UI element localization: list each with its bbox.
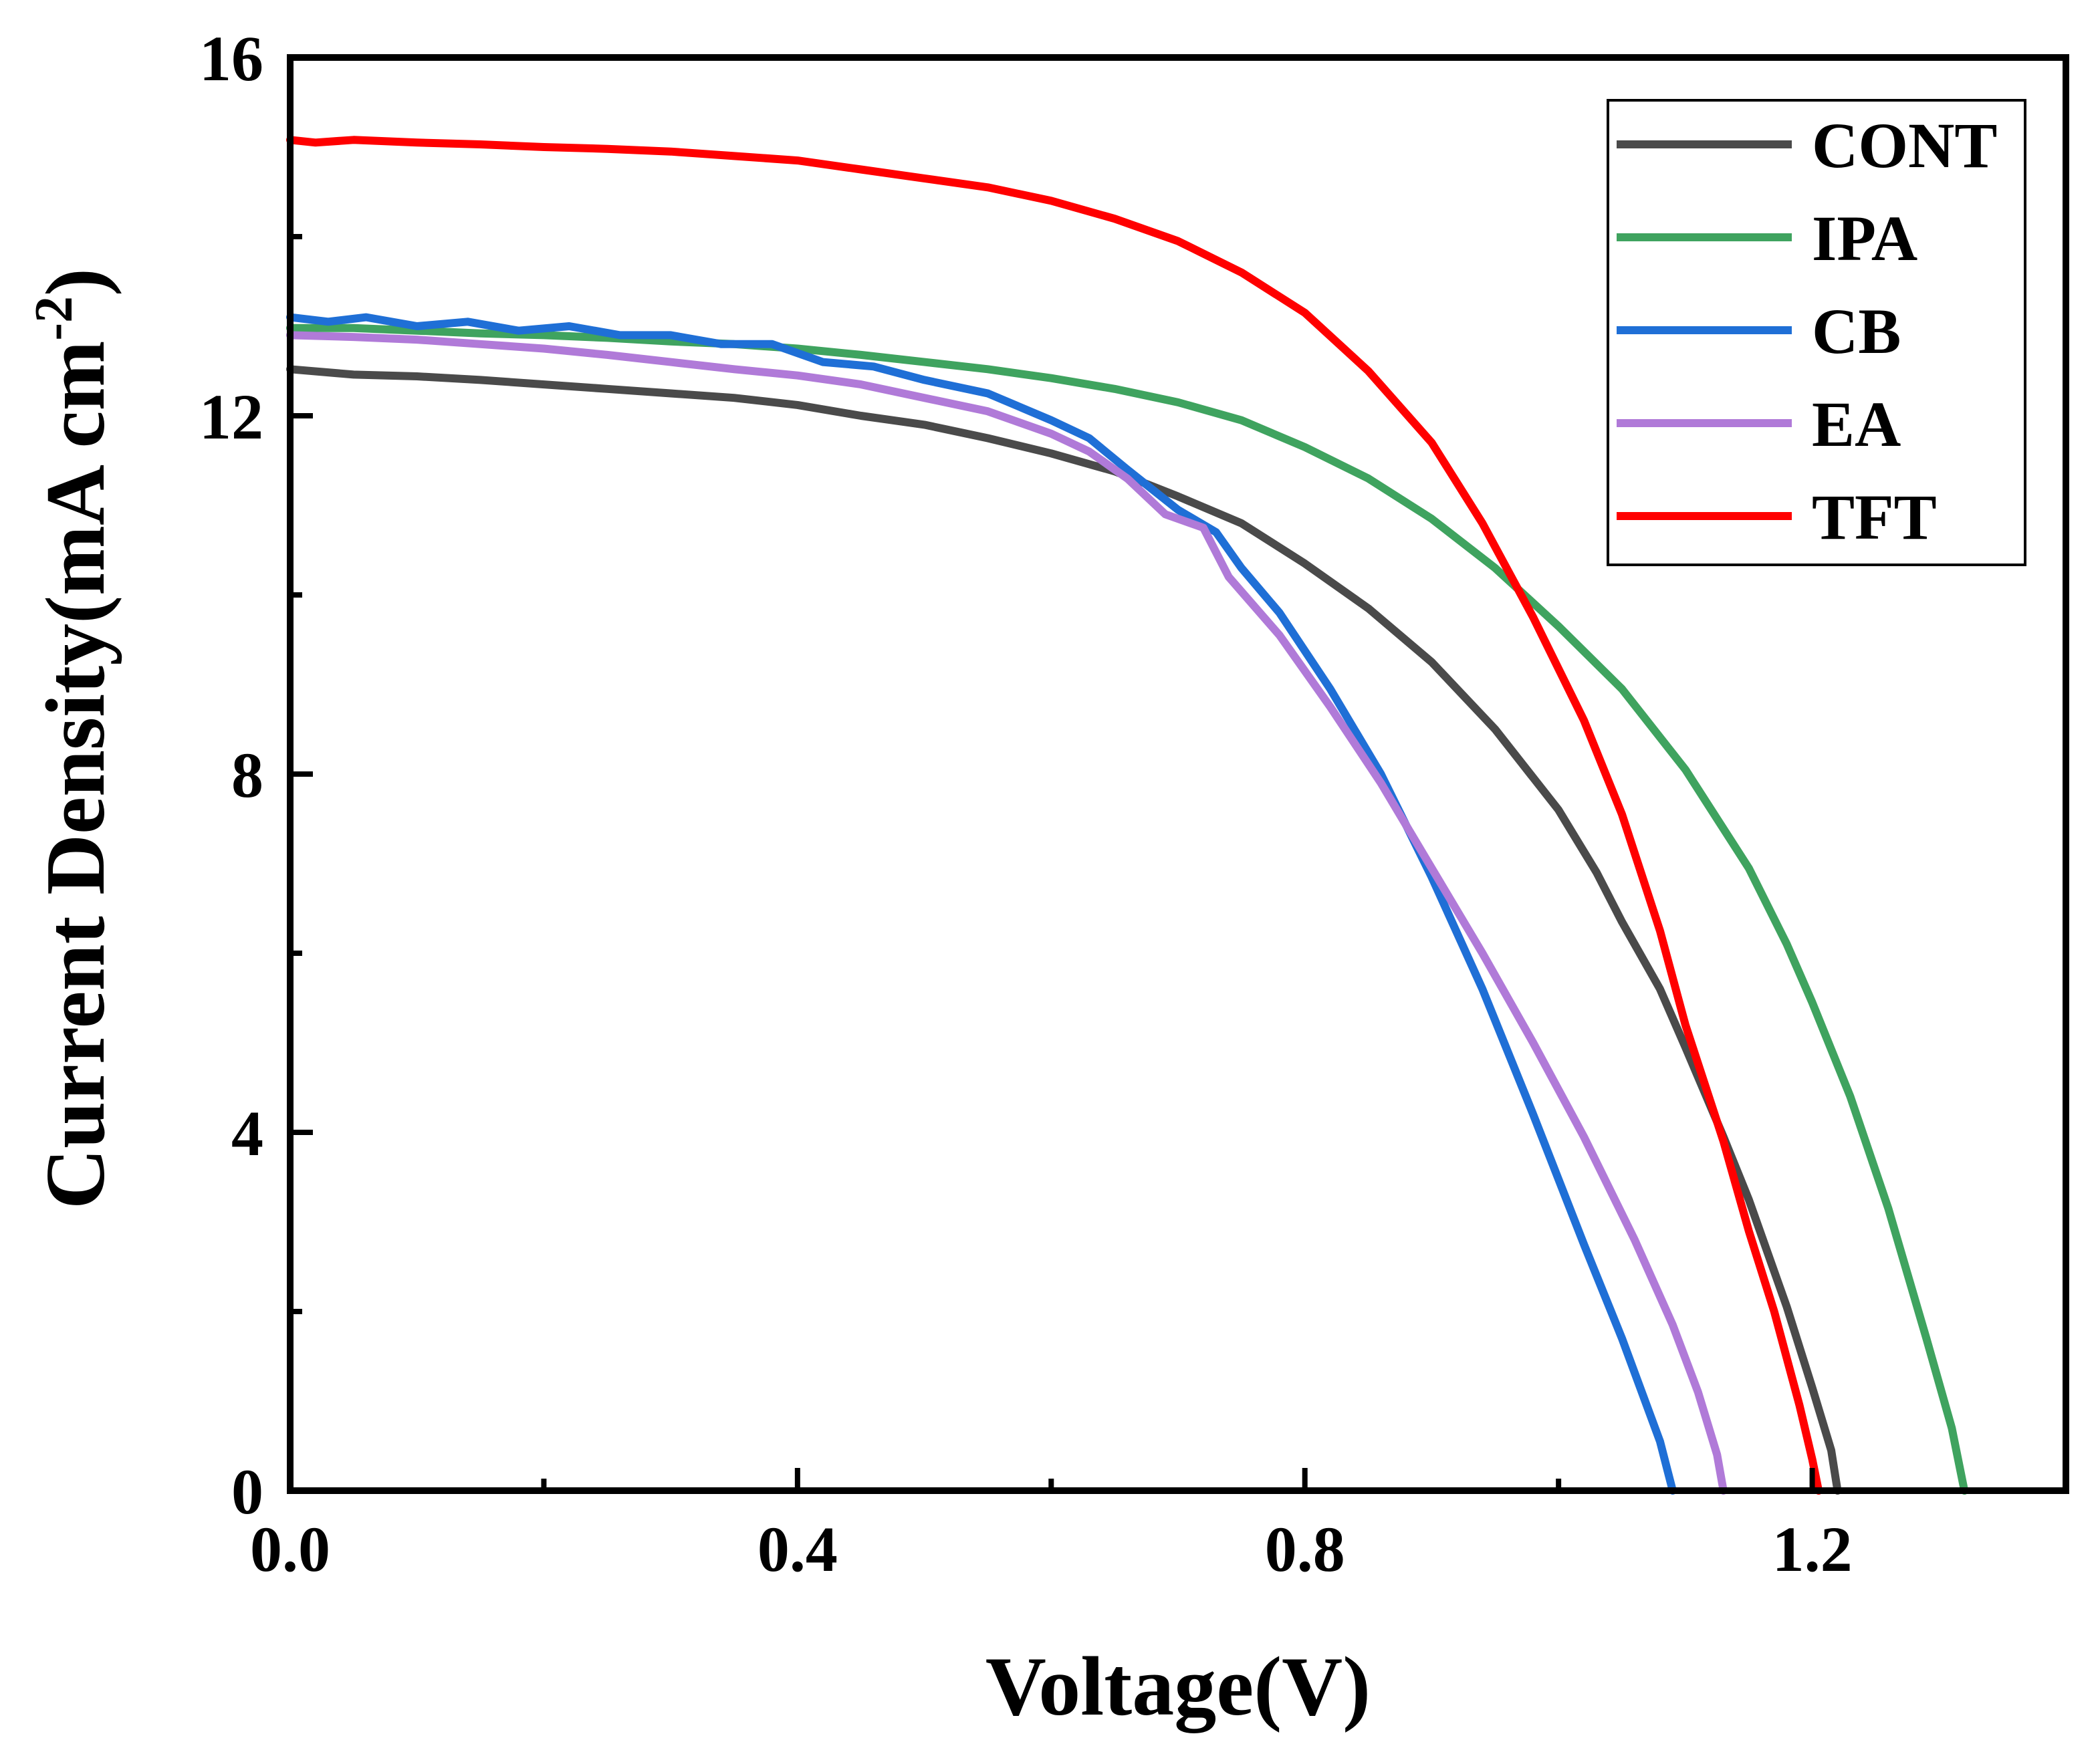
x-tick-label-1: 0.4 bbox=[757, 1513, 838, 1585]
x-tick-label-2: 0.8 bbox=[1265, 1513, 1345, 1585]
y-tick-label-0: 0 bbox=[231, 1456, 263, 1527]
series-line-ea bbox=[286, 331, 1728, 1495]
legend-label-tft: TFT bbox=[1812, 481, 1937, 553]
y-axis-label-main: Current Density(mA cm bbox=[29, 341, 122, 1209]
x-axis-label: Voltage(V) bbox=[985, 1640, 1371, 1733]
y-tick-label-1: 4 bbox=[231, 1098, 263, 1169]
legend-label-cb: CB bbox=[1812, 295, 1901, 367]
x-tick-label-0: 0.0 bbox=[250, 1513, 330, 1585]
legend-items: CONT IPA CB EA TFT bbox=[1617, 110, 1997, 553]
y-tick-label-3: 12 bbox=[199, 381, 263, 453]
y-axis-label-close: ) bbox=[29, 268, 122, 296]
y-axis-label-sup: -2 bbox=[25, 296, 84, 341]
legend-label-cont: CONT bbox=[1812, 110, 1997, 181]
x-tick-label-3: 1.2 bbox=[1772, 1513, 1853, 1585]
axis-tick-labels: 0.0 0.4 0.8 1.2 0 4 8 12 16 bbox=[199, 23, 1853, 1585]
axis-ticks bbox=[287, 55, 1815, 1493]
series-layer bbox=[286, 136, 1969, 1495]
series-line-tft bbox=[286, 136, 1823, 1495]
y-tick-label-2: 8 bbox=[231, 739, 263, 811]
legend: CONT IPA CB EA TFT bbox=[1607, 99, 2026, 566]
legend-label-ea: EA bbox=[1812, 388, 1901, 460]
series-line-cont bbox=[286, 365, 1842, 1495]
legend-label-ipa: IPA bbox=[1812, 203, 1917, 274]
series-line-cb bbox=[286, 313, 1677, 1495]
y-tick-label-4: 16 bbox=[199, 23, 263, 94]
y-axis-label: Current Density(mA cm-2) bbox=[25, 268, 122, 1209]
series-line-ipa bbox=[286, 324, 1969, 1495]
